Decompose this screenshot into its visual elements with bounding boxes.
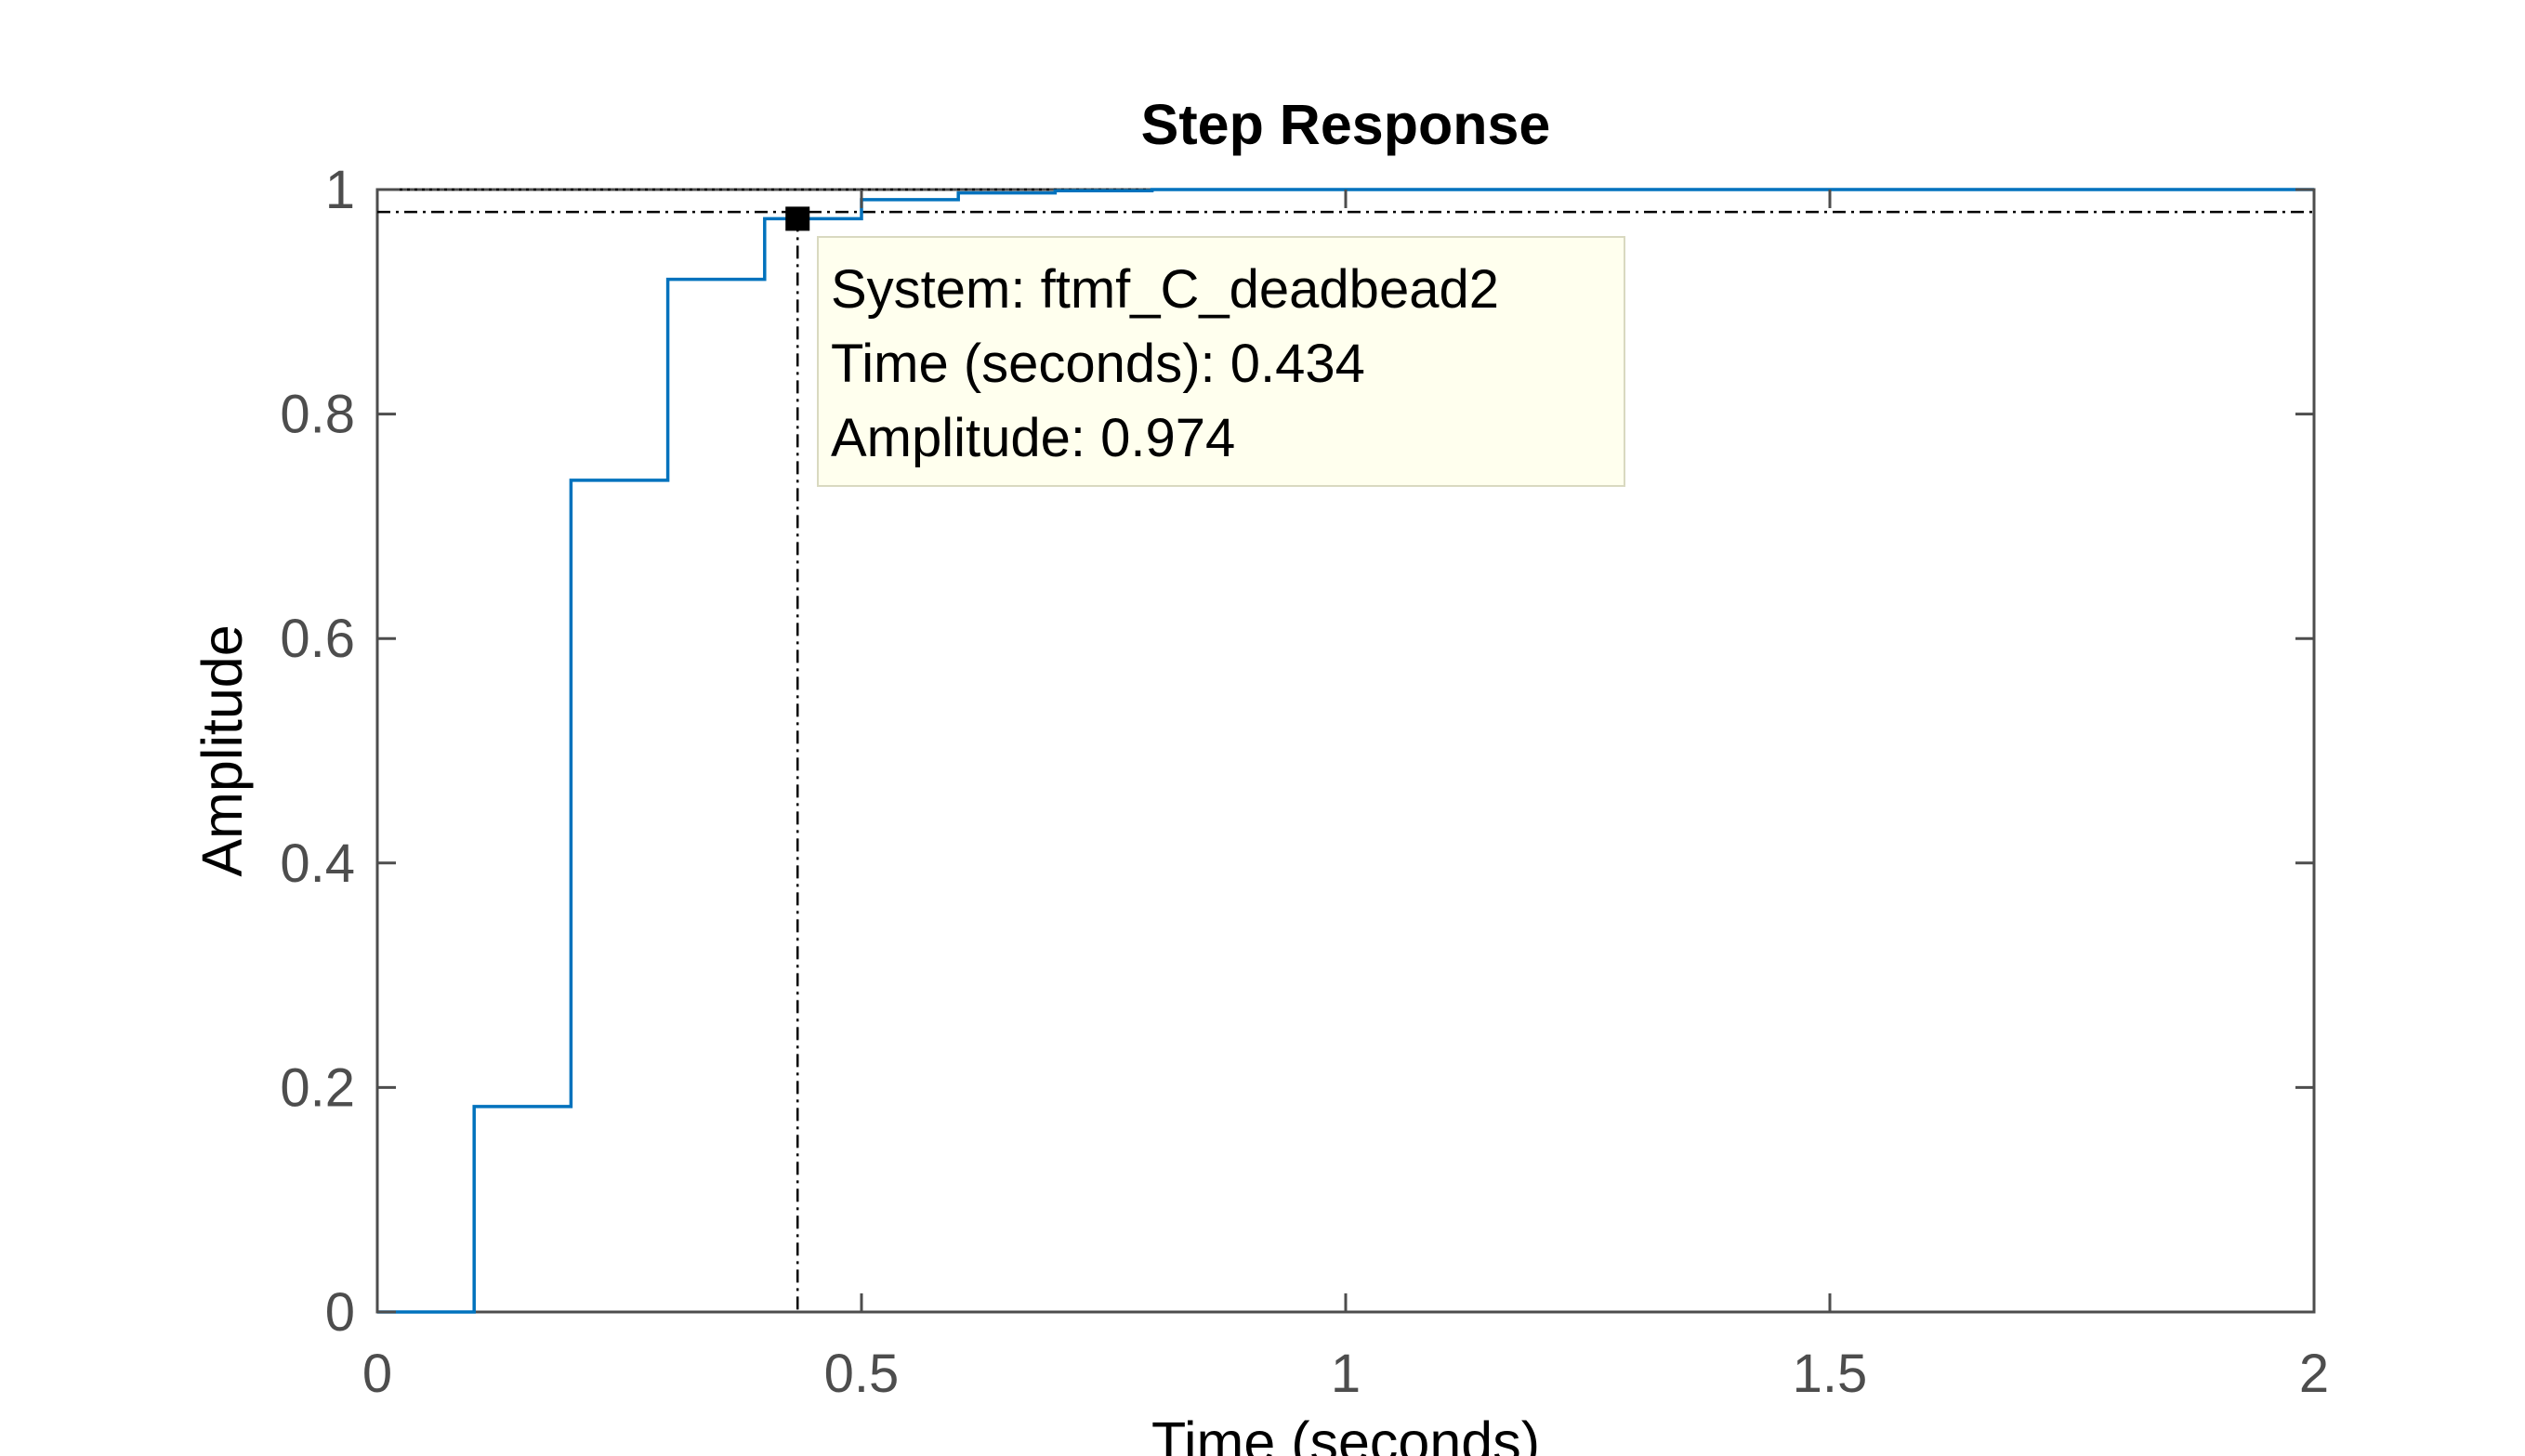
x-tick-label: 0 [362,1344,392,1404]
x-tick-label: 1 [1331,1344,1361,1404]
chart-title: Step Response [1141,93,1551,156]
y-axis-label: Amplitude [191,624,254,876]
y-tick-label: 0.6 [280,609,355,669]
axis-ticks: 0 0.5 1 1.5 2 0 0.2 0.4 0.6 0.8 1 [280,160,2329,1404]
series-line-0 [377,188,2314,1314]
y-tick-label: 0 [325,1282,355,1343]
y-tick-label: 1 [325,160,355,220]
datatip-marker [785,206,810,231]
datatip-line: Time (seconds): 0.434 [831,334,1365,394]
x-tick-label: 0.5 [824,1344,900,1404]
y-tick-label: 0.4 [280,833,355,894]
datatip-box [817,236,1625,487]
datatip-line: System: ftmf_C_deadbead2 [831,259,1499,320]
datatip[interactable]: System: ftmf_C_deadbead2 Time (seconds): … [785,206,1625,487]
x-axis-label: Time (seconds) [1151,1410,1540,1456]
y-tick-label: 0.2 [280,1057,355,1118]
datatip-line: Amplitude: 0.974 [831,408,1235,468]
y-tick-label: 0.8 [280,385,355,445]
x-tick-label: 2 [2299,1344,2329,1404]
x-tick-label: 1.5 [1793,1344,1868,1404]
